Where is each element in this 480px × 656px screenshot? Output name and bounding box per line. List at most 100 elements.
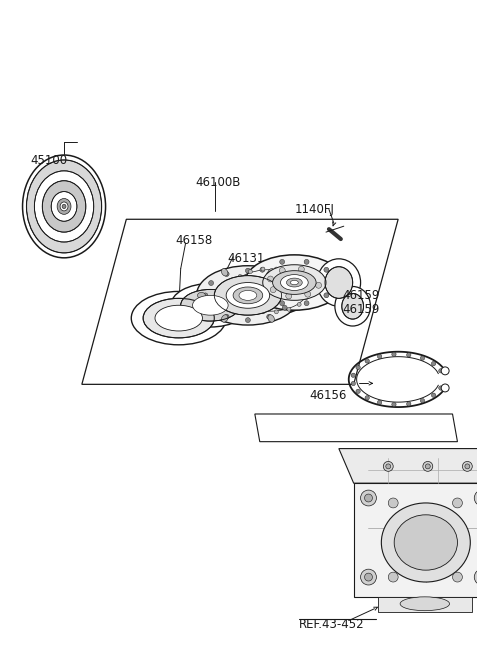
Circle shape (441, 367, 449, 375)
Circle shape (245, 268, 251, 273)
Circle shape (364, 494, 372, 502)
Polygon shape (82, 219, 398, 384)
Ellipse shape (268, 268, 275, 276)
Circle shape (331, 280, 336, 285)
Circle shape (432, 361, 436, 366)
Ellipse shape (62, 204, 66, 209)
Circle shape (407, 401, 411, 406)
Circle shape (453, 498, 462, 508)
Ellipse shape (325, 267, 353, 298)
Ellipse shape (131, 291, 226, 345)
Ellipse shape (51, 192, 77, 221)
Circle shape (270, 287, 276, 293)
Circle shape (441, 384, 449, 392)
Circle shape (478, 573, 480, 581)
Ellipse shape (394, 515, 457, 570)
Circle shape (282, 305, 287, 310)
Circle shape (261, 310, 265, 314)
Ellipse shape (381, 503, 470, 582)
Circle shape (231, 281, 235, 285)
Circle shape (299, 266, 304, 272)
Ellipse shape (42, 180, 86, 232)
Polygon shape (354, 483, 480, 597)
Circle shape (478, 494, 480, 502)
Circle shape (280, 300, 285, 306)
Circle shape (420, 398, 425, 403)
Circle shape (252, 280, 257, 285)
Circle shape (392, 352, 396, 356)
Circle shape (324, 267, 329, 272)
Circle shape (209, 305, 214, 310)
Text: 46131: 46131 (227, 252, 264, 265)
Circle shape (231, 296, 235, 300)
Circle shape (297, 302, 301, 306)
Circle shape (316, 282, 322, 288)
Circle shape (238, 302, 242, 306)
Circle shape (384, 461, 393, 471)
Circle shape (474, 490, 480, 506)
Ellipse shape (280, 275, 308, 291)
Circle shape (425, 464, 430, 469)
Ellipse shape (400, 597, 450, 611)
Ellipse shape (335, 287, 371, 326)
Text: REF.43-452: REF.43-452 (300, 617, 365, 630)
Circle shape (304, 300, 309, 306)
Circle shape (267, 276, 274, 282)
Ellipse shape (196, 266, 300, 325)
Circle shape (267, 314, 272, 319)
Text: 46159: 46159 (343, 303, 380, 316)
Circle shape (224, 314, 229, 319)
Circle shape (423, 461, 433, 471)
Circle shape (386, 464, 391, 469)
Circle shape (356, 365, 360, 369)
Text: 46159: 46159 (343, 289, 380, 302)
Circle shape (474, 569, 480, 585)
Circle shape (360, 490, 376, 506)
Ellipse shape (197, 293, 205, 298)
Ellipse shape (233, 287, 263, 304)
Ellipse shape (225, 266, 314, 315)
Circle shape (267, 272, 272, 276)
Ellipse shape (57, 199, 71, 215)
Circle shape (249, 270, 252, 274)
Circle shape (462, 461, 472, 471)
Text: 1140FJ: 1140FJ (294, 203, 334, 216)
Circle shape (407, 353, 411, 357)
Ellipse shape (192, 295, 228, 315)
Circle shape (324, 293, 329, 298)
Circle shape (260, 267, 265, 272)
Circle shape (432, 393, 436, 398)
Circle shape (287, 307, 291, 311)
Circle shape (238, 274, 242, 278)
Ellipse shape (155, 305, 203, 331)
Circle shape (360, 569, 376, 585)
Ellipse shape (171, 283, 250, 327)
Text: 46158: 46158 (176, 234, 213, 247)
Ellipse shape (226, 283, 270, 308)
Ellipse shape (23, 155, 106, 258)
Ellipse shape (26, 160, 102, 253)
Circle shape (439, 386, 443, 390)
Ellipse shape (221, 268, 228, 276)
Circle shape (282, 281, 287, 285)
Circle shape (304, 281, 308, 285)
Circle shape (356, 389, 360, 394)
Circle shape (297, 274, 301, 278)
Ellipse shape (221, 315, 228, 322)
Circle shape (351, 373, 356, 377)
Circle shape (275, 267, 278, 271)
Circle shape (388, 572, 398, 582)
Circle shape (453, 572, 462, 582)
Polygon shape (378, 597, 472, 611)
Ellipse shape (245, 255, 344, 310)
Circle shape (351, 381, 356, 386)
Circle shape (304, 259, 309, 264)
Circle shape (287, 270, 291, 274)
Circle shape (377, 400, 382, 405)
Circle shape (364, 573, 372, 581)
Circle shape (305, 291, 311, 297)
Ellipse shape (273, 271, 316, 295)
Ellipse shape (35, 171, 94, 242)
Circle shape (229, 289, 233, 293)
Circle shape (286, 293, 292, 299)
